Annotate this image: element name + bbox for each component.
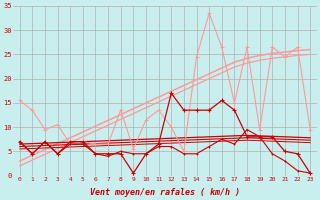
X-axis label: Vent moyen/en rafales ( km/h ): Vent moyen/en rafales ( km/h ) xyxy=(90,188,240,197)
